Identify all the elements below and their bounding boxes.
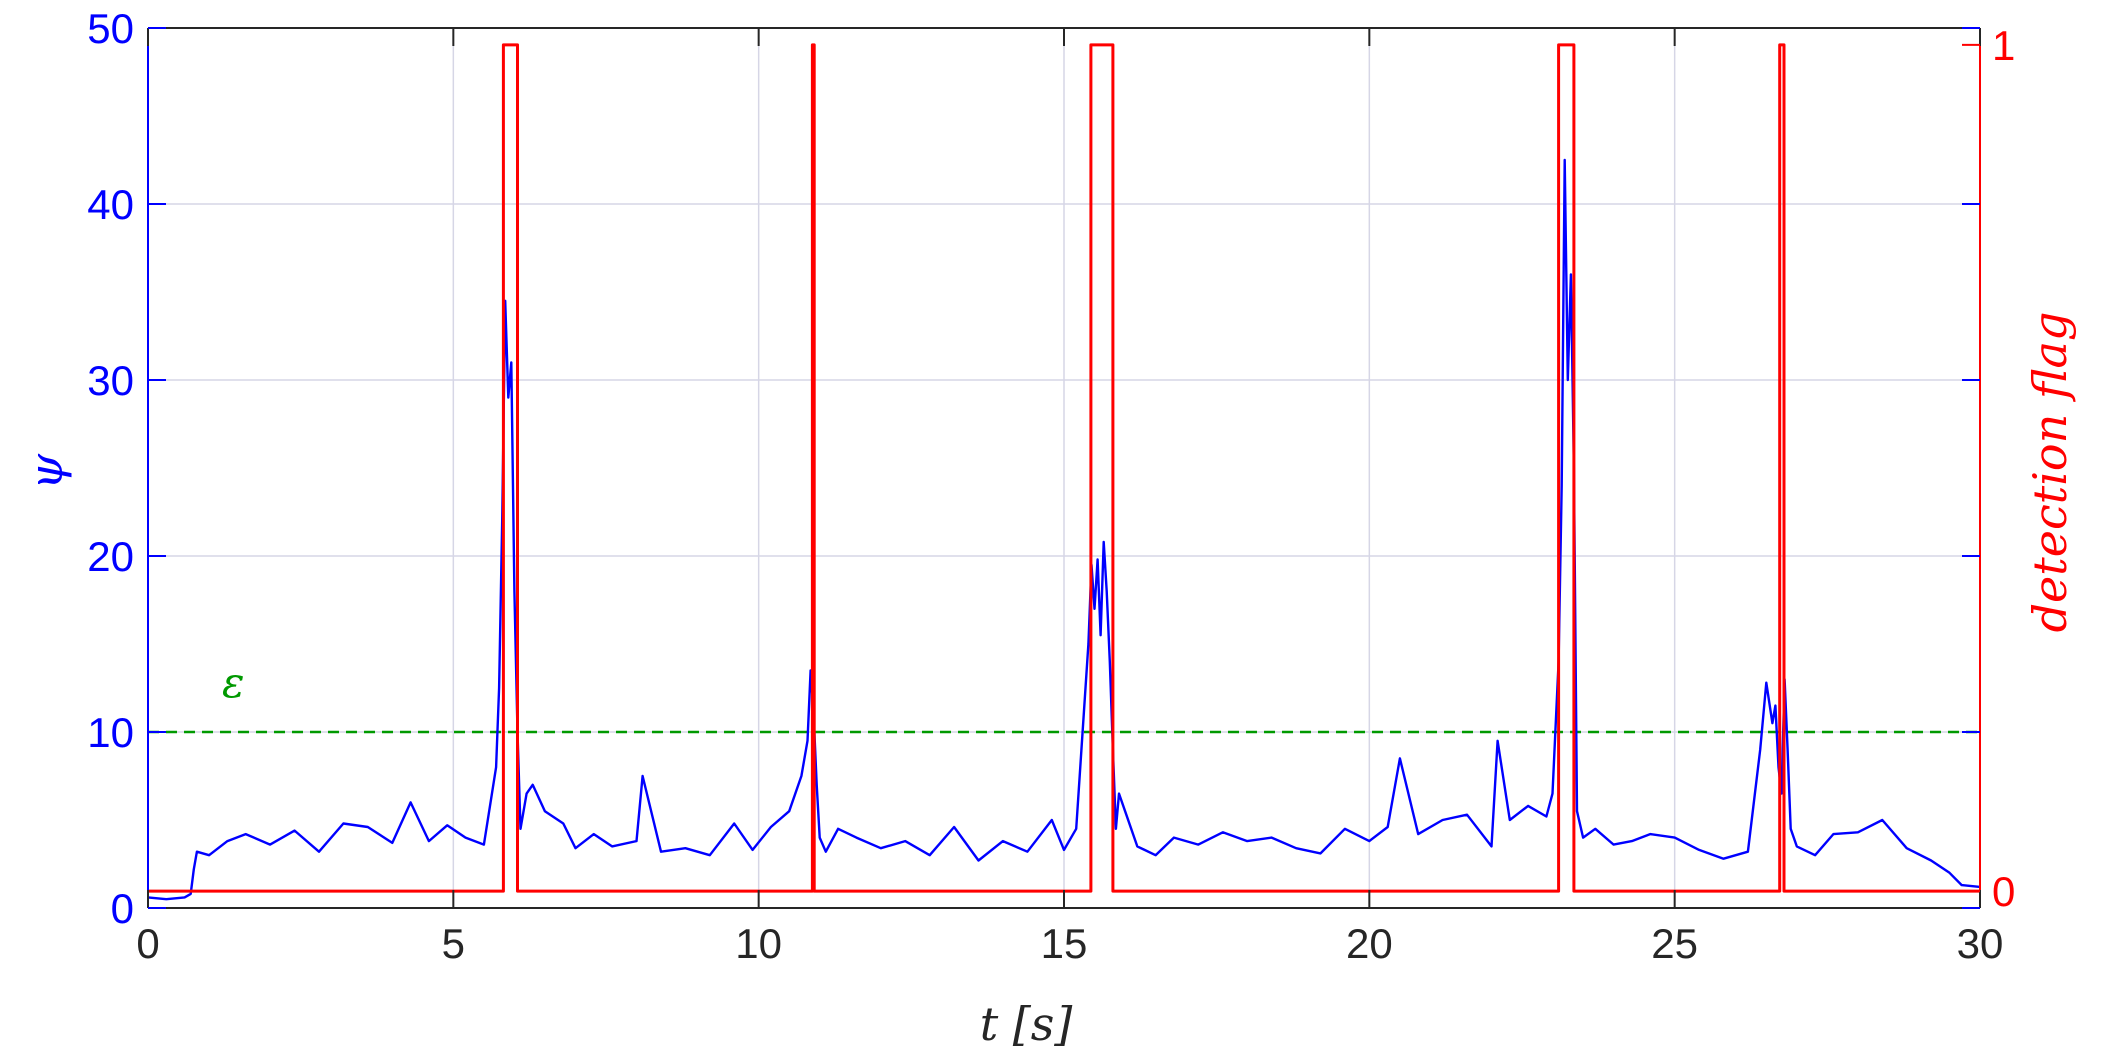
x-axis-label: t [s] bbox=[980, 997, 1073, 1051]
series-line-detection-flag bbox=[148, 43, 1980, 893]
y-right-tick-label: 1 bbox=[1992, 22, 2015, 69]
x-tick-label: 10 bbox=[735, 920, 782, 967]
x-tick-label: 20 bbox=[1346, 920, 1393, 967]
y-left-tick-label: 10 bbox=[87, 709, 134, 756]
y-right-tick-label: 0 bbox=[1992, 868, 2015, 915]
y-left-tick-label: 0 bbox=[111, 885, 134, 932]
right-axis-label: detection flag bbox=[2023, 312, 2077, 633]
y-left-tick-label: 50 bbox=[87, 5, 134, 52]
x-tick-label: 25 bbox=[1651, 920, 1698, 967]
x-tick-label: 30 bbox=[1957, 920, 2004, 967]
left-axis-label: ψ bbox=[19, 453, 73, 490]
axis-ticks: 0 5 10 15 20 25 30 0 10 20 30 40 50 0 1 bbox=[87, 5, 2015, 967]
x-tick-label: 5 bbox=[442, 920, 465, 967]
threshold-label: ε bbox=[222, 658, 245, 707]
x-tick-label: 0 bbox=[136, 920, 159, 967]
y-left-tick-label: 40 bbox=[87, 181, 134, 228]
x-tick-label: 15 bbox=[1041, 920, 1088, 967]
grid-lines bbox=[148, 28, 1980, 908]
plot-series bbox=[147, 43, 1981, 901]
y-left-tick-label: 20 bbox=[87, 533, 134, 580]
y-left-tick-label: 30 bbox=[87, 357, 134, 404]
